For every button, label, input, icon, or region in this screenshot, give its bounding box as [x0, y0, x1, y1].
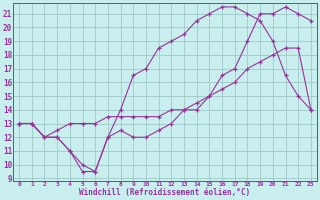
X-axis label: Windchill (Refroidissement éolien,°C): Windchill (Refroidissement éolien,°C) [79, 188, 251, 197]
